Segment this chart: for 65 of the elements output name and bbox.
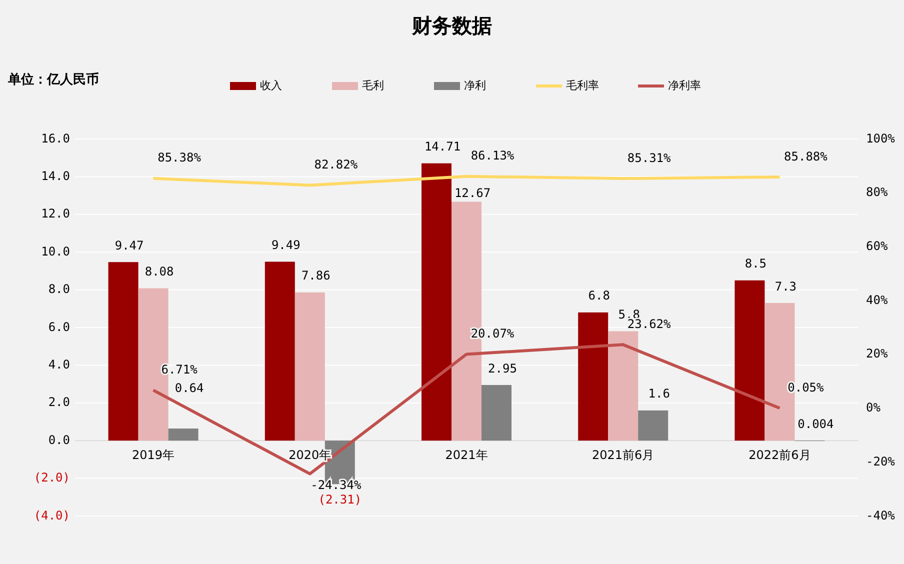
- y2-tick-label: -20%: [866, 454, 896, 468]
- line-series: [152, 174, 782, 187]
- legend-label: 毛利: [362, 79, 384, 92]
- y-tick-label: (4.0): [34, 508, 70, 522]
- y2-tick-label: 80%: [866, 185, 888, 200]
- y2-tick-label: 0%: [866, 400, 882, 415]
- data-label: 12.67: [454, 186, 491, 200]
- data-label: 82.82%: [314, 158, 358, 172]
- y-tick-label: 6.0: [48, 320, 70, 334]
- y2-tick-label: 100%: [866, 131, 896, 146]
- data-label: 9.49: [271, 238, 300, 252]
- data-label: 0.004: [798, 416, 834, 431]
- bar: [482, 384, 512, 441]
- legend-label: 收入: [260, 79, 282, 92]
- bar: [608, 331, 638, 441]
- y2-tick-label: 20%: [866, 346, 888, 361]
- y2-tick-label: 60%: [866, 238, 888, 253]
- chart-title: 财务数据: [411, 13, 492, 38]
- data-label: 14.71: [424, 140, 461, 154]
- y-tick-label: 16.0: [41, 131, 70, 146]
- y-tick-label: 4.0: [48, 357, 70, 372]
- y-tick-label: 2.0: [48, 395, 70, 410]
- x-tick-label: 2019年: [132, 448, 175, 462]
- y-tick-label: 0.0: [48, 432, 70, 447]
- bar: [578, 312, 608, 441]
- y-tick-label: 14.0: [41, 168, 70, 183]
- y-tick-label: 12.0: [41, 206, 70, 221]
- legend-label: 毛利率: [566, 79, 599, 92]
- legend-label: 净利率: [668, 79, 701, 92]
- bar: [638, 410, 668, 441]
- data-label: 9.47: [114, 238, 144, 252]
- data-label: 1.6: [648, 386, 670, 401]
- data-label: 6.71%: [161, 362, 198, 376]
- data-label: 85.31%: [627, 150, 672, 165]
- x-tick-label: 2021前6月: [592, 448, 654, 462]
- data-label: 8.08: [144, 264, 174, 279]
- bar: [168, 428, 198, 441]
- data-label: 2.95: [488, 361, 517, 376]
- data-label: (2.31): [318, 492, 362, 506]
- bar: [264, 262, 295, 441]
- y2-tick-label: -40%: [866, 508, 896, 522]
- data-label: 20.07%: [470, 326, 515, 341]
- bar: [108, 262, 138, 441]
- data-label: 8.5: [744, 256, 767, 271]
- bar: [422, 163, 452, 441]
- data-label: 0.64: [174, 380, 204, 395]
- data-label: 7.3: [774, 279, 797, 294]
- data-label: 0.05%: [788, 380, 825, 394]
- legend-label: 净利: [464, 79, 486, 92]
- data-label: 85.88%: [784, 149, 828, 164]
- bar: [294, 292, 325, 441]
- data-label: -24.34%: [310, 478, 362, 492]
- y-tick-label: (2.0): [34, 470, 70, 485]
- x-tick-label: 2022前6月: [748, 448, 811, 462]
- chart-subtitle: 单位：亿人民币: [7, 72, 99, 88]
- data-label: 85.38%: [158, 150, 202, 165]
- x-tick-label: 2020年: [288, 448, 332, 462]
- data-label: 86.13%: [470, 148, 515, 163]
- y2-tick-label: 40%: [866, 292, 888, 307]
- y-tick-label: 10.0: [41, 244, 70, 258]
- x-tick-label: 2021年: [445, 448, 488, 462]
- data-label: 7.86: [301, 268, 330, 283]
- data-label: 6.8: [588, 288, 610, 303]
- bar: [734, 280, 765, 441]
- y-tick-label: 8.0: [48, 282, 70, 296]
